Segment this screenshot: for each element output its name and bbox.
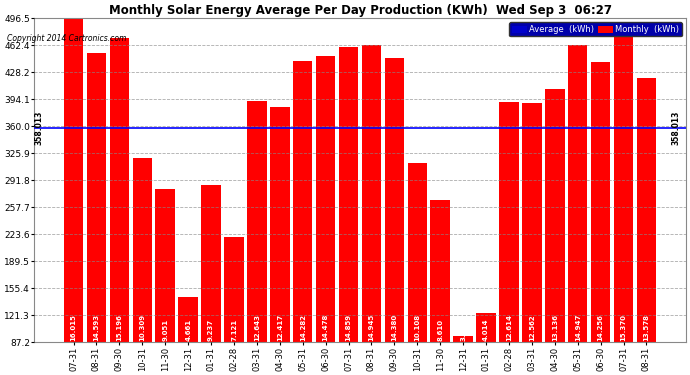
Text: 14.282: 14.282 bbox=[299, 314, 306, 341]
Text: 14.380: 14.380 bbox=[391, 314, 397, 341]
Bar bbox=[293, 61, 313, 342]
Bar bbox=[201, 185, 221, 342]
Bar bbox=[224, 237, 244, 342]
Bar bbox=[453, 336, 473, 342]
Bar bbox=[614, 34, 633, 342]
Text: 9.237: 9.237 bbox=[208, 319, 214, 341]
Bar bbox=[87, 53, 106, 342]
Title: Monthly Solar Energy Average Per Day Production (KWh)  Wed Sep 3  06:27: Monthly Solar Energy Average Per Day Pro… bbox=[108, 4, 611, 17]
Bar bbox=[431, 200, 450, 342]
Text: 10.108: 10.108 bbox=[414, 314, 420, 341]
Text: 16.015: 16.015 bbox=[70, 314, 77, 341]
Text: 15.370: 15.370 bbox=[620, 314, 627, 341]
Text: 14.593: 14.593 bbox=[93, 314, 99, 341]
Text: 10.309: 10.309 bbox=[139, 314, 146, 341]
Text: Copyright 2014 Cartronics.com: Copyright 2014 Cartronics.com bbox=[7, 34, 126, 43]
Text: 13.578: 13.578 bbox=[644, 314, 649, 341]
Text: 358.013: 358.013 bbox=[34, 111, 43, 145]
Text: 7.121: 7.121 bbox=[231, 319, 237, 341]
Bar bbox=[155, 189, 175, 342]
Bar bbox=[591, 62, 611, 342]
Bar bbox=[500, 102, 519, 342]
Bar bbox=[110, 39, 129, 342]
Bar bbox=[316, 56, 335, 342]
Bar bbox=[247, 101, 266, 342]
Text: 14.859: 14.859 bbox=[346, 314, 352, 341]
Bar bbox=[637, 78, 656, 342]
Text: 14.945: 14.945 bbox=[368, 314, 375, 341]
Text: 12.643: 12.643 bbox=[254, 314, 260, 341]
Bar bbox=[270, 106, 290, 342]
Text: 14.256: 14.256 bbox=[598, 314, 604, 341]
Text: 14.478: 14.478 bbox=[323, 314, 328, 341]
Bar bbox=[408, 164, 427, 342]
Bar bbox=[476, 313, 496, 342]
Bar bbox=[179, 297, 198, 342]
Text: 4.661: 4.661 bbox=[185, 319, 191, 341]
Text: 14.947: 14.947 bbox=[575, 314, 581, 341]
Bar bbox=[132, 158, 152, 342]
Bar bbox=[545, 89, 564, 342]
Text: 12.417: 12.417 bbox=[277, 314, 283, 341]
Bar bbox=[384, 58, 404, 342]
Legend: Average  (kWh), Monthly  (kWh): Average (kWh), Monthly (kWh) bbox=[509, 22, 682, 36]
Text: 15.196: 15.196 bbox=[117, 314, 122, 341]
Bar bbox=[362, 45, 381, 342]
Bar bbox=[568, 45, 587, 342]
Bar bbox=[64, 18, 83, 342]
Text: 3.071: 3.071 bbox=[460, 319, 466, 341]
Bar bbox=[522, 103, 542, 342]
Text: 8.610: 8.610 bbox=[437, 319, 443, 341]
Text: 9.051: 9.051 bbox=[162, 319, 168, 341]
Text: 358.013: 358.013 bbox=[672, 111, 681, 145]
Text: 12.614: 12.614 bbox=[506, 314, 512, 341]
Text: 13.136: 13.136 bbox=[552, 314, 558, 341]
Bar bbox=[339, 47, 358, 342]
Text: 4.014: 4.014 bbox=[483, 318, 489, 341]
Text: 12.562: 12.562 bbox=[529, 314, 535, 341]
